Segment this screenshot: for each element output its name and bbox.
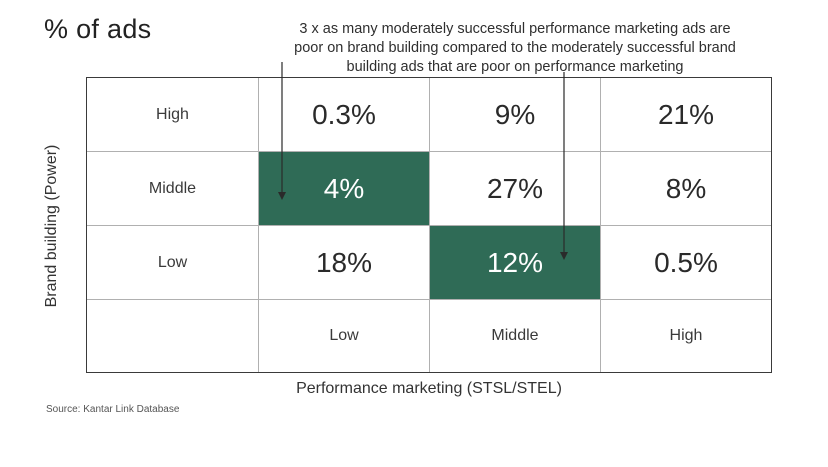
row-label-low: Low [87, 226, 259, 300]
cell-value: 9% [494, 98, 536, 130]
cell-value: 0.5% [654, 246, 718, 278]
cell-value: 0.3% [312, 98, 376, 130]
cell-value: 4% [323, 172, 365, 204]
heatmap-cell: 0.3% [259, 78, 430, 152]
heatmap-grid: High 0.3% 9% 21% Middle 4% 27% 8% Low 18… [86, 77, 772, 373]
source-note: Source: Kantar Link Database [46, 404, 180, 415]
row-label-text: Low [157, 253, 188, 271]
heatmap-cell: 8% [601, 152, 771, 226]
col-label-low: Low [259, 300, 430, 372]
cell-value: 8% [665, 172, 707, 204]
y-axis-label: Brand building (Power) [43, 144, 60, 308]
heatmap-cell-highlighted: 12% [430, 226, 601, 300]
row-label-middle: Middle [87, 152, 259, 226]
heatmap-cell-highlighted: 4% [259, 152, 430, 226]
corner-empty-cell [87, 300, 259, 372]
heatmap-cell: 0.5% [601, 226, 771, 300]
col-label-middle: Middle [430, 300, 601, 372]
col-label-text: High [669, 327, 703, 344]
chart-title: % of ads [44, 14, 152, 44]
cell-value: 27% [486, 172, 544, 204]
heatmap-cell: 9% [430, 78, 601, 152]
cell-value: 21% [657, 98, 715, 130]
row-label-text: Middle [148, 179, 197, 197]
cell-value: 18% [315, 246, 373, 278]
chart-annotation: 3 x as many moderately successful perfor… [294, 21, 736, 75]
col-label-text: Low [329, 327, 359, 344]
cell-value: 12% [486, 246, 544, 278]
x-axis-label: Performance marketing (STSL/STEL) [296, 380, 562, 397]
col-label-high: High [601, 300, 771, 372]
row-label-high: High [87, 78, 259, 152]
heatmap-cell: 21% [601, 78, 771, 152]
heatmap-cell: 27% [430, 152, 601, 226]
col-label-text: Middle [491, 327, 539, 344]
row-label-text: High [156, 105, 189, 123]
heatmap-cell: 18% [259, 226, 430, 300]
